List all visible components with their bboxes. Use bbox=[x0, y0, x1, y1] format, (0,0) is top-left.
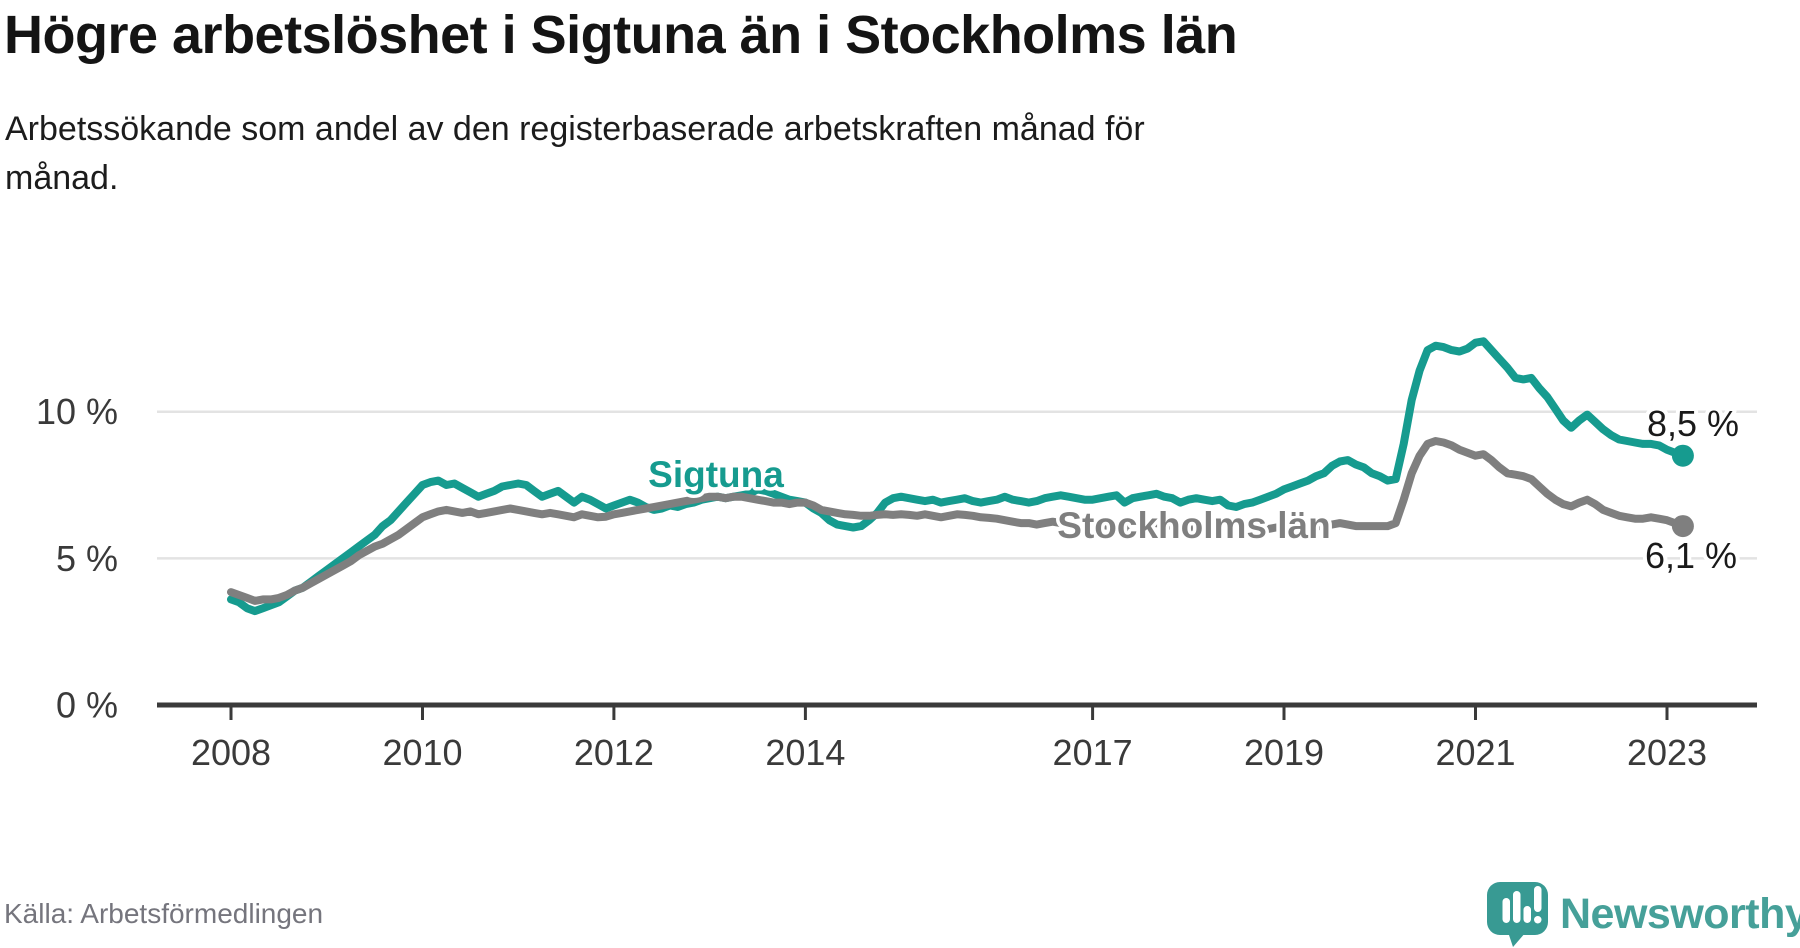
chart-subtitle: Arbetssökande som andel av den registerb… bbox=[5, 105, 1505, 204]
series-lines bbox=[227, 337, 1694, 616]
newsworthy-logo-icon bbox=[1487, 882, 1548, 947]
y-tick-label-0: 0 % bbox=[56, 685, 118, 726]
series-label-stockholms-lan: Stockholms län bbox=[1057, 505, 1330, 546]
subtitle-line-2: månad. bbox=[5, 159, 119, 198]
y-tick-label-5: 5 % bbox=[56, 538, 118, 579]
sigtuna-line bbox=[227, 337, 1687, 616]
x-tick-label-2021: 2021 bbox=[1435, 732, 1515, 773]
x-axis-labels: 2008 2010 2012 2014 2017 2019 2021 2023 bbox=[191, 732, 1707, 773]
sigtuna-end-dot bbox=[1671, 444, 1694, 467]
x-tick-label-2008: 2008 bbox=[191, 732, 271, 773]
x-tick-label-2014: 2014 bbox=[765, 732, 845, 773]
subtitle-line-1: Arbetssökande som andel av den registerb… bbox=[5, 110, 1145, 148]
x-tick-label-2017: 2017 bbox=[1053, 732, 1133, 773]
newsworthy-wordmark: Newsworthy bbox=[1560, 889, 1800, 938]
page-title: Högre arbetslöshet i Sigtuna än i Stockh… bbox=[4, 5, 1238, 65]
x-tick-label-2023: 2023 bbox=[1627, 732, 1707, 773]
x-tick-label-2019: 2019 bbox=[1244, 732, 1324, 773]
newsworthy-logo: Newsworthy bbox=[1486, 880, 1800, 948]
value-label-stockholms-lan: 6,1 % bbox=[1645, 535, 1737, 576]
source-note: Källa: Arbetsförmedlingen bbox=[4, 898, 324, 929]
y-tick-label-10: 10 % bbox=[36, 391, 118, 432]
series-label-sigtuna: Sigtuna bbox=[648, 454, 784, 495]
value-label-sigtuna: 8,5 % bbox=[1647, 403, 1739, 444]
stockholms-l-n-end-dot bbox=[1671, 515, 1694, 538]
line-chart: 10 % 5 % 0 % 2008 2010 2012 2014 2017 20… bbox=[36, 337, 1757, 773]
stockholms-l-n-line bbox=[227, 437, 1687, 605]
x-axis-ticks bbox=[229, 705, 1669, 720]
x-tick-label-2010: 2010 bbox=[382, 732, 462, 773]
x-tick-label-2012: 2012 bbox=[574, 732, 654, 773]
